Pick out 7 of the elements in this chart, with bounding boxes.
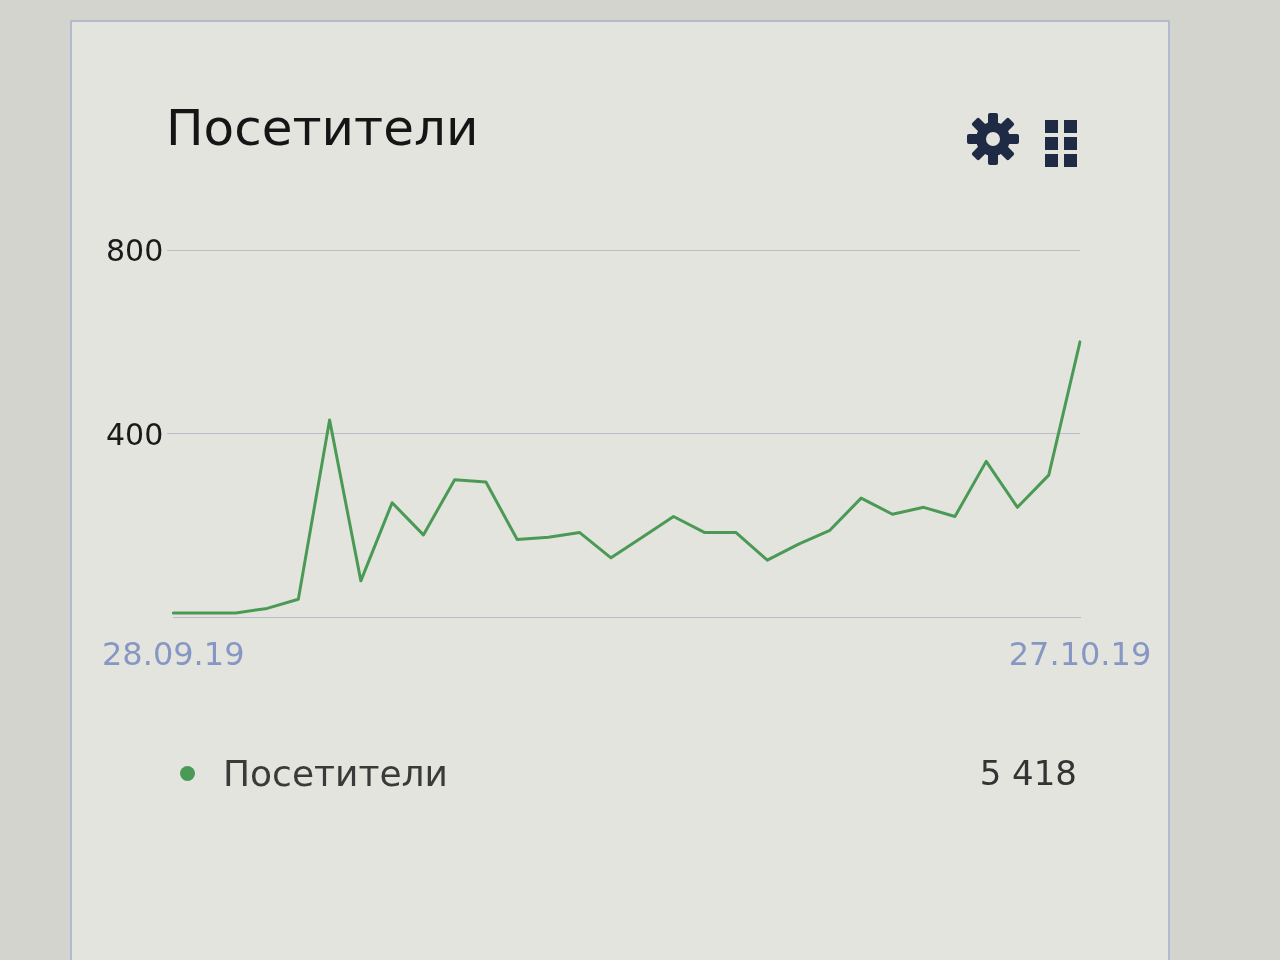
- x-tick-label: 27.10.19: [1008, 635, 1152, 674]
- y-tick-label: 400: [106, 416, 164, 452]
- x-tick-label: 28.09.19: [102, 635, 245, 674]
- chart-title: Посетители: [166, 98, 479, 158]
- text: 5 418: [979, 753, 1077, 793]
- y-tick-label: 800: [106, 232, 164, 268]
- legend-label: Посетители: [223, 752, 448, 794]
